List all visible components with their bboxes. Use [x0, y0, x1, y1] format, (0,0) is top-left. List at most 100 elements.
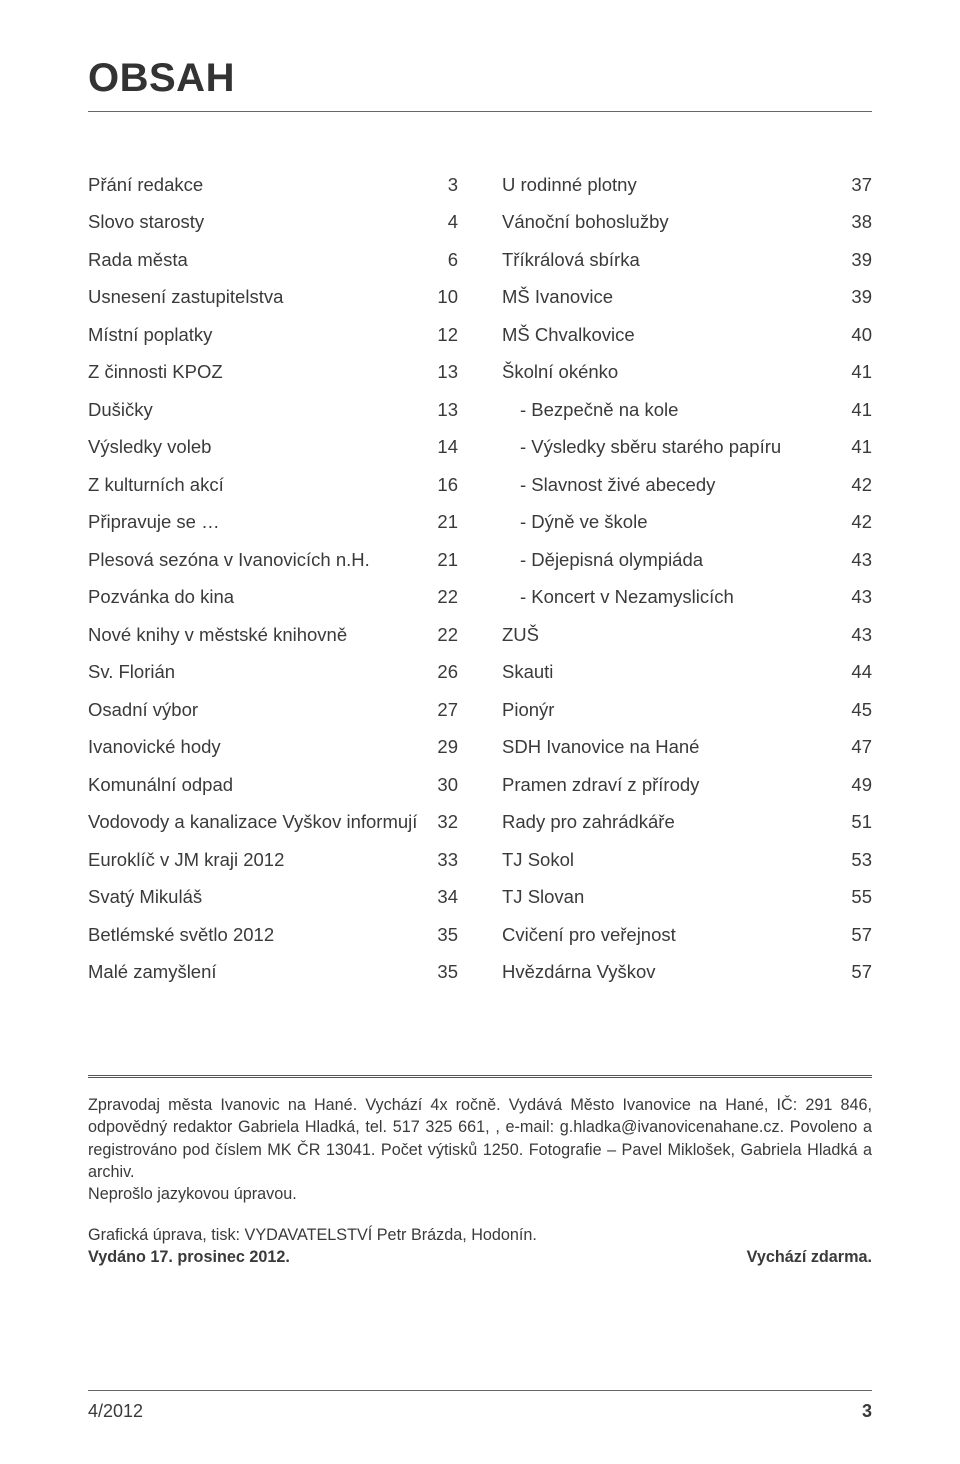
toc-row: TJ Slovan55: [502, 879, 872, 917]
toc-page: 39: [844, 251, 872, 270]
toc-page: 42: [844, 513, 872, 532]
page: OBSAH Přání redakce3Slovo starosty4Rada …: [0, 0, 960, 1464]
toc-label: - Koncert v Nezamyslicích: [502, 588, 844, 607]
toc-page: 22: [430, 588, 458, 607]
toc-label: SDH Ivanovice na Hané: [502, 738, 844, 757]
toc-page: 33: [430, 851, 458, 870]
toc-row: Z činnosti KPOZ13: [88, 354, 458, 392]
toc-page: 12: [430, 326, 458, 345]
toc-row: Usnesení zastupitelstva10: [88, 279, 458, 317]
toc-label: Skauti: [502, 663, 844, 682]
toc-row: MŠ Ivanovice39: [502, 279, 872, 317]
toc-row: - Bezpečně na kole41: [502, 391, 872, 429]
toc-page: 53: [844, 851, 872, 870]
toc-label: U rodinné plotny: [502, 176, 844, 195]
toc-row: Nové knihy v městské knihovně22: [88, 616, 458, 654]
toc-label: ZUŠ: [502, 626, 844, 645]
toc-page: 57: [844, 963, 872, 982]
toc-page: 3: [430, 176, 458, 195]
toc-column-left: Přání redakce3Slovo starosty4Rada města6…: [88, 166, 458, 991]
toc-page: 6: [430, 251, 458, 270]
toc-page: 4: [430, 213, 458, 232]
toc-page: 41: [844, 438, 872, 457]
toc-row: Betlémské světlo 201235: [88, 916, 458, 954]
toc-label: Rada města: [88, 251, 430, 270]
page-number: 3: [862, 1401, 872, 1422]
toc-label: Sv. Florián: [88, 663, 430, 682]
toc-page: 42: [844, 476, 872, 495]
toc-page: 51: [844, 813, 872, 832]
toc-page: 43: [844, 588, 872, 607]
toc-label: TJ Slovan: [502, 888, 844, 907]
toc-label: Pozvánka do kina: [88, 588, 430, 607]
toc-label: Pramen zdraví z přírody: [502, 776, 844, 795]
toc-label: TJ Sokol: [502, 851, 844, 870]
toc-row: Rady pro zahrádkáře51: [502, 804, 872, 842]
toc-label: - Bezpečně na kole: [502, 401, 844, 420]
toc-row: Skauti44: [502, 654, 872, 692]
toc-page: 21: [430, 551, 458, 570]
toc-row: Vodovody a kanalizace Vyškov informují32: [88, 804, 458, 842]
toc-row: Školní okénko41: [502, 354, 872, 392]
toc-label: - Slavnost živé abecedy: [502, 476, 844, 495]
toc-row: MŠ Chvalkovice40: [502, 316, 872, 354]
double-rule: [88, 1075, 872, 1078]
toc-page: 14: [430, 438, 458, 457]
toc-label: - Dýně ve škole: [502, 513, 844, 532]
toc-page: 41: [844, 363, 872, 382]
toc-page: 16: [430, 476, 458, 495]
toc-label: - Výsledky sběru starého papíru: [502, 438, 844, 457]
toc-label: Slovo starosty: [88, 213, 430, 232]
toc-label: Cvičení pro veřejnost: [502, 926, 844, 945]
page-title: OBSAH: [88, 56, 872, 101]
toc-row: - Dějepisná olympiáda43: [502, 541, 872, 579]
toc-page: 38: [844, 213, 872, 232]
toc-columns: Přání redakce3Slovo starosty4Rada města6…: [88, 166, 872, 991]
toc-label: Z činnosti KPOZ: [88, 363, 430, 382]
toc-label: Místní poplatky: [88, 326, 430, 345]
toc-row: Plesová sezóna v Ivanovicích n.H.21: [88, 541, 458, 579]
toc-page: 27: [430, 701, 458, 720]
toc-page: 41: [844, 401, 872, 420]
toc-label: Vodovody a kanalizace Vyškov informují: [88, 813, 430, 832]
issue-date: Vydáno 17. prosinec 2012.: [88, 1246, 290, 1268]
toc-page: 29: [430, 738, 458, 757]
toc-page: 26: [430, 663, 458, 682]
toc-row: Výsledky voleb14: [88, 429, 458, 467]
toc-label: MŠ Chvalkovice: [502, 326, 844, 345]
toc-label: - Dějepisná olympiáda: [502, 551, 844, 570]
issue-number: 4/2012: [88, 1401, 143, 1422]
toc-row: Slovo starosty4: [88, 204, 458, 242]
toc-page: 13: [430, 401, 458, 420]
toc-row: Z kulturních akcí16: [88, 466, 458, 504]
toc-label: Rady pro zahrádkáře: [502, 813, 844, 832]
toc-label: Osadní výbor: [88, 701, 430, 720]
toc-row: Cvičení pro veřejnost57: [502, 916, 872, 954]
toc-label: Tříkrálová sbírka: [502, 251, 844, 270]
toc-label: Vánoční bohoslužby: [502, 213, 844, 232]
issue-price: Vychází zdarma.: [747, 1246, 872, 1268]
toc-page: 34: [430, 888, 458, 907]
toc-row: Připravuje se …21: [88, 504, 458, 542]
toc-label: MŠ Ivanovice: [502, 288, 844, 307]
toc-label: Z kulturních akcí: [88, 476, 430, 495]
toc-page: 35: [430, 926, 458, 945]
toc-page: 55: [844, 888, 872, 907]
colophon-p3: Grafická úprava, tisk: VYDAVATELSTVÍ Pet…: [88, 1224, 872, 1246]
toc-row: Vánoční bohoslužby38: [502, 204, 872, 242]
toc-label: Betlémské světlo 2012: [88, 926, 430, 945]
footer-rule: [88, 1390, 872, 1391]
toc-row: Euroklíč v JM kraji 201233: [88, 841, 458, 879]
toc-page: 43: [844, 626, 872, 645]
toc-row: ZUŠ43: [502, 616, 872, 654]
toc-row: Rada města6: [88, 241, 458, 279]
toc-page: 37: [844, 176, 872, 195]
toc-label: Ivanovické hody: [88, 738, 430, 757]
spacer: [88, 112, 872, 166]
toc-page: 43: [844, 551, 872, 570]
toc-row: Osadní výbor27: [88, 691, 458, 729]
toc-row: Sv. Florián26: [88, 654, 458, 692]
toc-label: Malé zamyšlení: [88, 963, 430, 982]
toc-page: 13: [430, 363, 458, 382]
colophon: Zpravodaj města Ivanovic na Hané. Vycház…: [88, 1075, 872, 1269]
